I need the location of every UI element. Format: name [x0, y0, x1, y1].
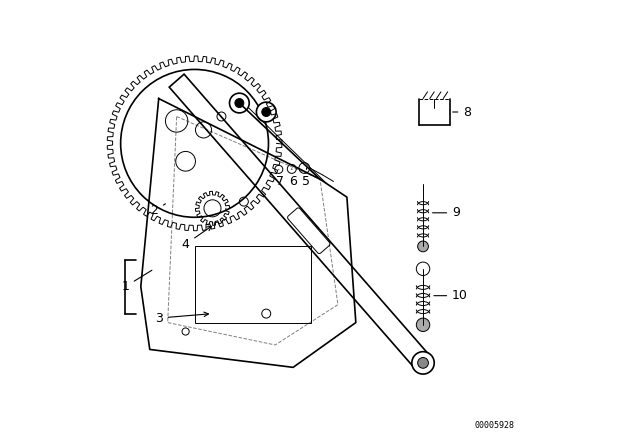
Circle shape	[418, 241, 428, 252]
Circle shape	[262, 108, 271, 116]
Text: 10: 10	[434, 289, 468, 302]
Circle shape	[412, 352, 435, 374]
Circle shape	[418, 358, 428, 368]
Circle shape	[416, 262, 430, 276]
Text: 9: 9	[433, 206, 460, 220]
Circle shape	[416, 318, 430, 332]
Circle shape	[257, 102, 276, 122]
Text: 2: 2	[150, 204, 165, 217]
Text: 00005928: 00005928	[475, 421, 515, 430]
Text: 6: 6	[289, 169, 297, 188]
Text: 4: 4	[182, 226, 211, 251]
Circle shape	[235, 99, 244, 108]
Text: 1: 1	[121, 270, 152, 293]
Circle shape	[230, 93, 249, 113]
Text: 7: 7	[276, 169, 284, 188]
Text: 3: 3	[155, 311, 209, 325]
Text: 8: 8	[452, 105, 471, 119]
Text: 5: 5	[301, 168, 310, 188]
